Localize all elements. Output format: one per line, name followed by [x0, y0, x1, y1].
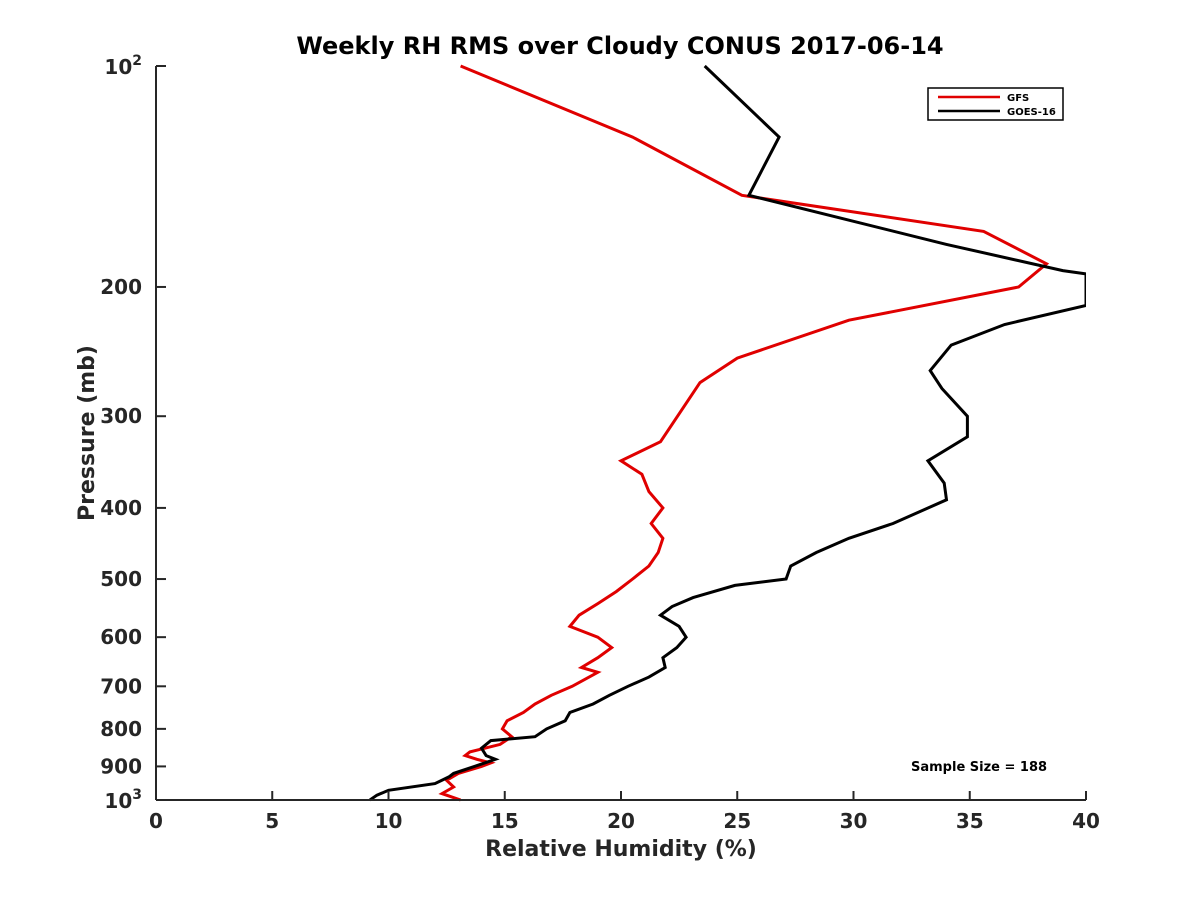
x-tick-label: 20 [607, 809, 635, 833]
y-tick-label: 300 [100, 404, 142, 428]
x-tick-label: 25 [723, 809, 751, 833]
x-tick-label: 5 [265, 809, 279, 833]
y-tick-label: 102 [104, 53, 142, 79]
y-tick-label: 500 [100, 567, 142, 591]
y-tick-label: 400 [100, 496, 142, 520]
y-tick-label: 200 [100, 275, 142, 299]
x-tick-label: 0 [149, 809, 163, 833]
y-tick-label-exponent: 3 [132, 787, 142, 803]
legend: GFS GOES-16 [927, 87, 1064, 121]
y-tick-label: 600 [100, 625, 142, 649]
chart-title: Weekly RH RMS over Cloudy CONUS 2017-06-… [296, 32, 943, 60]
y-tick-label: 103 [104, 787, 142, 813]
y-tick-label-base: 10 [104, 55, 132, 79]
y-tick-label: 800 [100, 717, 142, 741]
series-line-gfs [438, 64, 1050, 802]
x-tick-label: 35 [956, 809, 984, 833]
y-tick-label: 700 [100, 674, 142, 698]
y-tick-label: 900 [100, 754, 142, 778]
series-layer [369, 64, 1086, 802]
series-line-goes16 [369, 64, 1086, 802]
legend-box [927, 87, 1064, 121]
x-axis-title: Relative Humidity (%) [485, 837, 757, 862]
legend-label-goes16: GOES-16 [1007, 107, 1056, 118]
x-tick-label: 15 [491, 809, 519, 833]
y-tick-label-exponent: 2 [132, 53, 142, 69]
y-axis-title: Pressure (mb) [75, 345, 100, 521]
legend-label-gfs: GFS [1007, 93, 1029, 104]
x-tick-label: 30 [840, 809, 868, 833]
x-ticks: 0 5 10 15 20 25 30 35 40 [149, 791, 1100, 833]
y-tick-label-base: 10 [104, 789, 132, 813]
x-tick-label: 40 [1072, 809, 1100, 833]
sample-size-annotation: Sample Size = 188 [911, 760, 1047, 775]
x-tick-label: 10 [375, 809, 403, 833]
